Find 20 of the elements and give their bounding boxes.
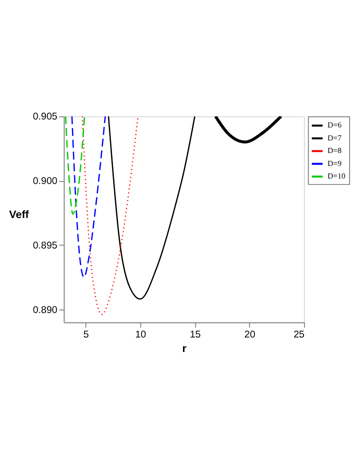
line-series bbox=[82, 116, 139, 316]
y-axis-title: Veff bbox=[9, 208, 30, 221]
line-series bbox=[64, 116, 86, 215]
legend-label: D=7 bbox=[328, 133, 342, 142]
legend-label: D=9 bbox=[328, 158, 342, 168]
line-series bbox=[108, 116, 196, 300]
x-tick-label: 15 bbox=[190, 329, 202, 340]
y-tick-label: 0.895 bbox=[32, 240, 58, 252]
legend-label: D=10 bbox=[328, 172, 346, 181]
legend-label: D=6 bbox=[328, 120, 342, 130]
line-series bbox=[71, 116, 106, 278]
y-tick-label: 0.900 bbox=[32, 176, 58, 188]
y-tick-label: 0.890 bbox=[32, 304, 58, 316]
y-tick-label: 0.905 bbox=[32, 112, 58, 123]
legend-label: D=8 bbox=[328, 146, 342, 156]
x-tick-label: 5 bbox=[83, 329, 90, 340]
x-tick-label: 20 bbox=[244, 329, 256, 340]
x-axis-title: r bbox=[182, 343, 188, 356]
x-tick-label: 10 bbox=[135, 329, 147, 340]
x-tick-label: 25 bbox=[294, 329, 306, 340]
